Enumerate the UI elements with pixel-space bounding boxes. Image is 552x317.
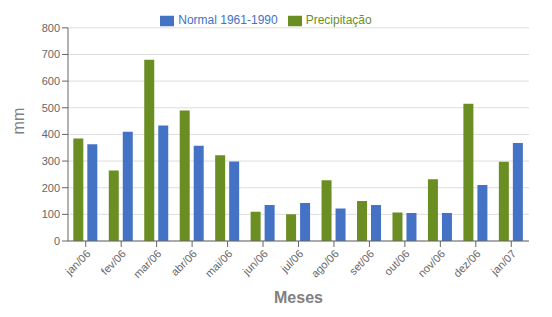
svg-text:300: 300 xyxy=(42,155,60,167)
svg-text:0: 0 xyxy=(54,235,60,247)
svg-text:700: 700 xyxy=(42,48,60,60)
svg-text:600: 600 xyxy=(42,75,60,87)
svg-text:set/06: set/06 xyxy=(347,247,377,277)
svg-text:jan/06: jan/06 xyxy=(62,247,92,277)
svg-text:500: 500 xyxy=(42,102,60,114)
svg-text:fev/06: fev/06 xyxy=(98,247,128,277)
svg-text:nov/06: nov/06 xyxy=(415,247,447,279)
svg-text:abr/06: abr/06 xyxy=(169,247,200,278)
svg-text:100: 100 xyxy=(42,208,60,220)
svg-text:mai/06: mai/06 xyxy=(203,247,235,279)
svg-text:jun/06: jun/06 xyxy=(240,247,270,277)
svg-text:200: 200 xyxy=(42,182,60,194)
svg-text:out/06: out/06 xyxy=(382,247,412,277)
svg-text:800: 800 xyxy=(42,22,60,34)
svg-text:dez/06: dez/06 xyxy=(451,247,483,279)
html-text:Normal 1961-1990: Normal 1961-1990 xyxy=(178,13,278,27)
html-text:Precipitação: Precipitação xyxy=(305,13,372,27)
svg-text:Meses: Meses xyxy=(274,289,323,306)
svg-text:mar/06: mar/06 xyxy=(131,247,164,280)
svg-text:400: 400 xyxy=(42,128,60,140)
svg-text:mm: mm xyxy=(10,108,27,135)
svg-text:jan/07: jan/07 xyxy=(488,247,518,277)
svg-text:jul/06: jul/06 xyxy=(278,247,306,275)
svg-text:ago/06: ago/06 xyxy=(309,247,341,279)
